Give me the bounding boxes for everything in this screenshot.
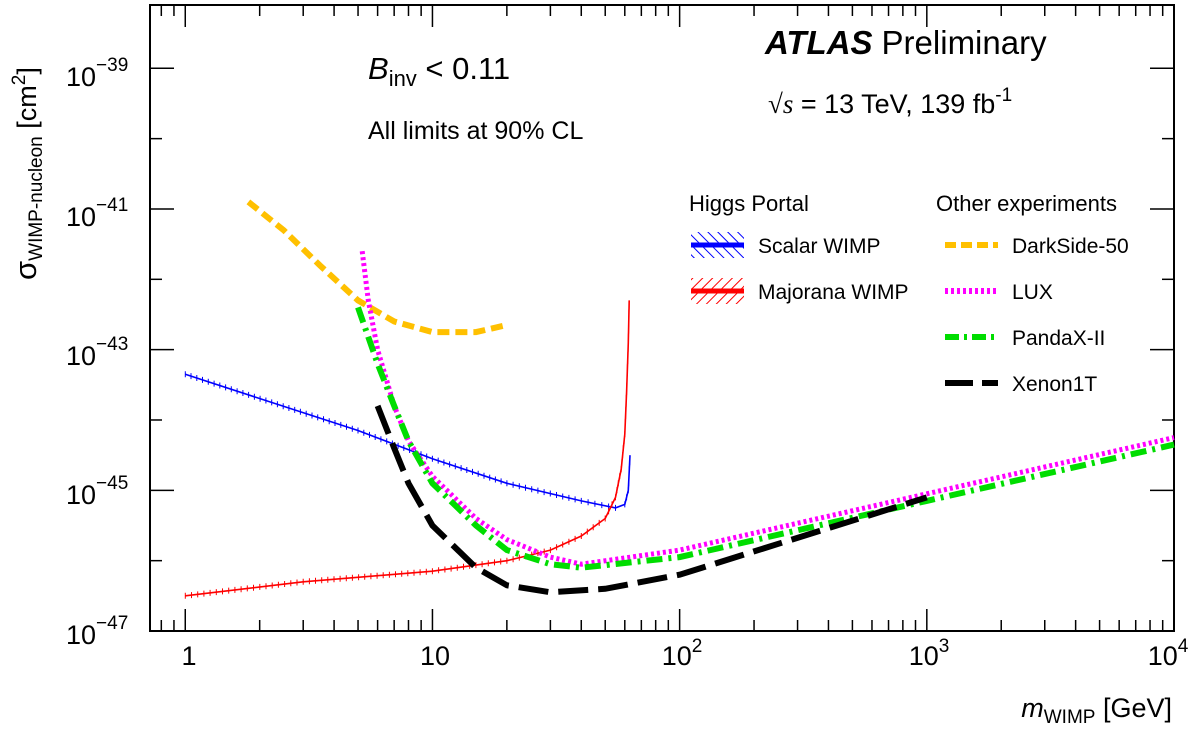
- series-hatch-majorana-wimp: [184, 303, 630, 599]
- legend-label-lux: LUX: [1012, 281, 1053, 304]
- cl-label: All limits at 90% CL: [368, 117, 583, 145]
- legend-group-higgs: Higgs Portal: [689, 191, 809, 216]
- series-line-darkside-50: [246, 199, 508, 336]
- x-tick-label: 104: [1148, 636, 1189, 671]
- y-tick-label: 10−41: [66, 195, 128, 232]
- legend-label-xenon: Xenon1T: [1012, 373, 1097, 396]
- series-line-majorana-wimp: [185, 300, 630, 597]
- x-tick-label: 10: [420, 641, 450, 671]
- x-tick-label: 103: [909, 636, 950, 671]
- legend-label-majorana: Majorana WIMP: [758, 281, 909, 304]
- x-tick-label: 102: [662, 636, 703, 671]
- legend-label-scalar: Scalar WIMP: [758, 235, 881, 258]
- y-tick-label: 10−47: [66, 613, 128, 650]
- y-tick-label: 10−45: [66, 473, 128, 510]
- series-hatch-scalar-wimp: [184, 371, 631, 511]
- legend-label-pandax: PandaX-II: [1012, 327, 1105, 350]
- legend-label-darkside: DarkSide-50: [1012, 235, 1129, 258]
- plot-frame: [149, 4, 1175, 632]
- y-tick-label: 10−39: [66, 55, 128, 92]
- y-tick-label: 10−43: [66, 334, 128, 371]
- x-tick-label: 1: [181, 641, 196, 671]
- y-axis-title: σWIMP-nucleon [cm2]: [8, 67, 47, 280]
- binv-label: Binv < 0.11: [368, 51, 510, 91]
- energy-label: √s = 13 TeV, 139 fb-1: [768, 85, 1012, 119]
- legend-group-other: Other experiments: [936, 191, 1117, 216]
- series-layer: [184, 199, 1175, 599]
- legend: Higgs Portal Other experiments Scalar WI…: [689, 191, 1129, 396]
- axis-ticks: [150, 5, 1175, 632]
- series-line-xenon1t: [374, 404, 928, 596]
- atlas-label: ATLAS Preliminary: [764, 24, 1047, 61]
- series-line-pandax-ii: [355, 306, 1175, 571]
- x-axis-title: mWIMP [GeV]: [1021, 693, 1172, 728]
